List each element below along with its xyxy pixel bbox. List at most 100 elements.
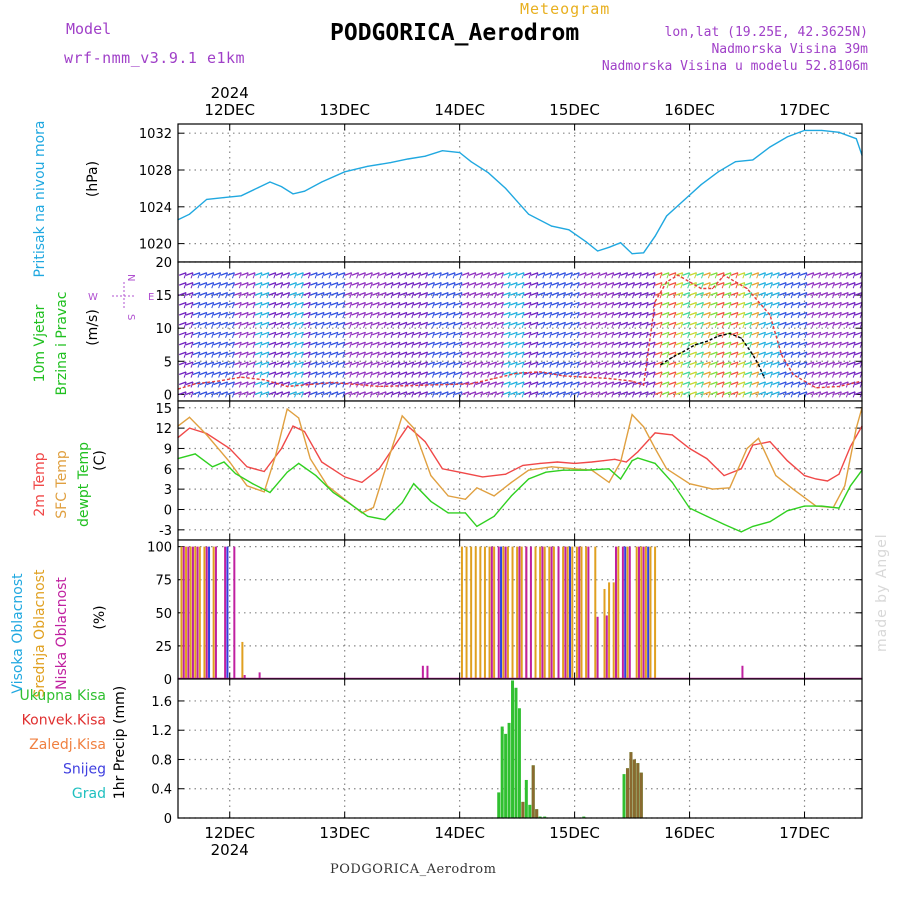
wind-barb xyxy=(847,301,856,306)
wind-barb xyxy=(289,341,297,346)
wind-barb xyxy=(730,361,739,366)
wind-barb xyxy=(744,381,752,386)
wind-barb xyxy=(716,272,725,276)
wind-barb xyxy=(673,312,677,319)
wind-barb xyxy=(763,282,767,289)
wind-barb xyxy=(480,361,484,368)
wind-barb xyxy=(225,302,229,309)
wind-barb xyxy=(197,371,201,378)
wind-barb xyxy=(542,332,546,338)
wind-barb xyxy=(218,282,222,289)
wind-barb xyxy=(445,361,449,368)
wind-barb xyxy=(818,391,822,398)
wind-barb xyxy=(689,351,697,356)
wind-barb xyxy=(838,332,842,338)
wind-barb xyxy=(411,332,415,338)
data-point xyxy=(855,427,857,429)
wind-barb xyxy=(211,312,215,319)
wind-barb xyxy=(854,272,863,276)
wind-barb xyxy=(652,282,656,289)
wind-barb xyxy=(330,291,339,296)
wind-barb xyxy=(489,331,497,336)
bar xyxy=(194,546,197,679)
wind-barb xyxy=(710,341,718,346)
wind-barb xyxy=(654,282,663,286)
wind-barb xyxy=(289,311,297,316)
wind-barb xyxy=(190,391,194,398)
wind-barb xyxy=(254,311,263,316)
data-point xyxy=(292,425,294,427)
bar xyxy=(594,546,597,679)
wind-barb xyxy=(452,351,456,358)
wind-barb xyxy=(351,321,359,326)
bar xyxy=(582,816,586,818)
wind-barb xyxy=(273,371,277,378)
wind-barb xyxy=(749,272,753,279)
wind-barb xyxy=(811,282,815,289)
wind-barb xyxy=(792,331,801,336)
wind-barb xyxy=(578,351,587,356)
wind-barb xyxy=(268,331,277,336)
compass-w: W xyxy=(88,292,98,303)
wind-barb xyxy=(742,351,746,358)
wind-barb xyxy=(647,351,656,356)
wind-barb xyxy=(785,381,794,386)
wind-barb xyxy=(282,381,290,386)
wind-barb xyxy=(852,351,856,358)
data-point xyxy=(401,415,403,417)
wind-barb xyxy=(307,292,311,299)
wind-barb xyxy=(703,282,711,286)
wind-barb xyxy=(680,381,684,388)
wind-barb xyxy=(466,322,470,329)
wind-barb xyxy=(675,321,683,326)
wind-barb xyxy=(735,351,739,358)
wind-barb xyxy=(328,282,332,289)
wind-barb xyxy=(834,331,842,336)
wind-barb xyxy=(438,272,442,279)
wind-barb xyxy=(351,331,359,336)
wind-barb xyxy=(852,371,856,378)
wind-barb xyxy=(369,332,373,338)
wind-barb xyxy=(542,351,546,358)
wind-barb xyxy=(523,381,532,386)
wind-barb xyxy=(206,391,214,395)
wind-barb xyxy=(742,272,746,279)
wind-barb xyxy=(206,291,214,296)
wind-barb xyxy=(585,341,594,346)
wind-barb xyxy=(606,331,615,336)
wind-barb xyxy=(183,351,187,358)
wind-barb xyxy=(197,292,201,299)
bar xyxy=(603,588,606,679)
wind-barb xyxy=(225,322,229,329)
wind-barb xyxy=(834,391,842,395)
wind-barb xyxy=(385,301,394,306)
wind-barb xyxy=(330,361,339,366)
y-tick-label: 12 xyxy=(155,422,172,437)
wind-barb xyxy=(178,341,187,346)
wind-barb xyxy=(776,272,780,279)
wind-barb xyxy=(413,321,421,326)
wind-barb xyxy=(797,342,801,348)
wind-barb xyxy=(696,272,704,276)
wind-barb xyxy=(675,311,683,316)
wind-barb xyxy=(847,272,856,276)
y-axis-label: Brzina i Pravac xyxy=(54,292,70,396)
bar xyxy=(208,546,211,679)
wind-barb xyxy=(418,391,422,398)
wind-barb xyxy=(475,311,483,316)
wind-barb xyxy=(659,282,663,289)
wind-barb xyxy=(825,272,829,279)
data-point xyxy=(298,417,300,419)
wind-barb xyxy=(369,302,373,309)
wind-barb xyxy=(225,272,229,279)
wind-barb xyxy=(710,391,718,395)
wind-barb xyxy=(714,381,718,388)
y-axis-label: dewpt Temp xyxy=(76,442,92,527)
wind-barb xyxy=(707,322,711,329)
wind-barb xyxy=(689,311,697,316)
wind-barb xyxy=(537,381,546,386)
wind-barb xyxy=(300,272,304,279)
wind-barb xyxy=(558,351,566,356)
bar xyxy=(507,722,511,818)
wind-barb xyxy=(825,282,829,289)
